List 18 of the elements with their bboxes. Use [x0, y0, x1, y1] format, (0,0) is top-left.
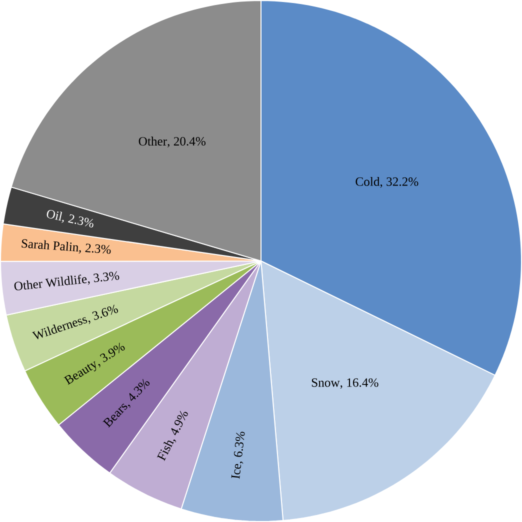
slice-label: Other [138, 136, 167, 146]
slice-label: Fish [156, 440, 174, 462]
data-label: , 16.4% [340, 378, 378, 389]
data-label: , 3.6% [88, 304, 118, 324]
data-label: , 2.3% [61, 214, 94, 228]
slice-label: Oil [46, 210, 62, 221]
data-label: , 6.3% [234, 432, 245, 464]
data-label: , 32.2% [380, 177, 418, 188]
slice-label: Snow [312, 378, 340, 387]
slice-label: Sarah Palin [22, 239, 78, 252]
slice-label: Cold [356, 177, 380, 186]
slice-label: Ice [231, 464, 242, 479]
slice-label: Other Wildlife [14, 274, 87, 290]
data-label: , 2.3% [78, 244, 111, 254]
data-label: , 4.9% [171, 410, 188, 442]
data-label: , 3.3% [88, 271, 120, 285]
data-label: , 20.4% [168, 137, 206, 148]
data-label: , 3.9% [98, 342, 125, 368]
